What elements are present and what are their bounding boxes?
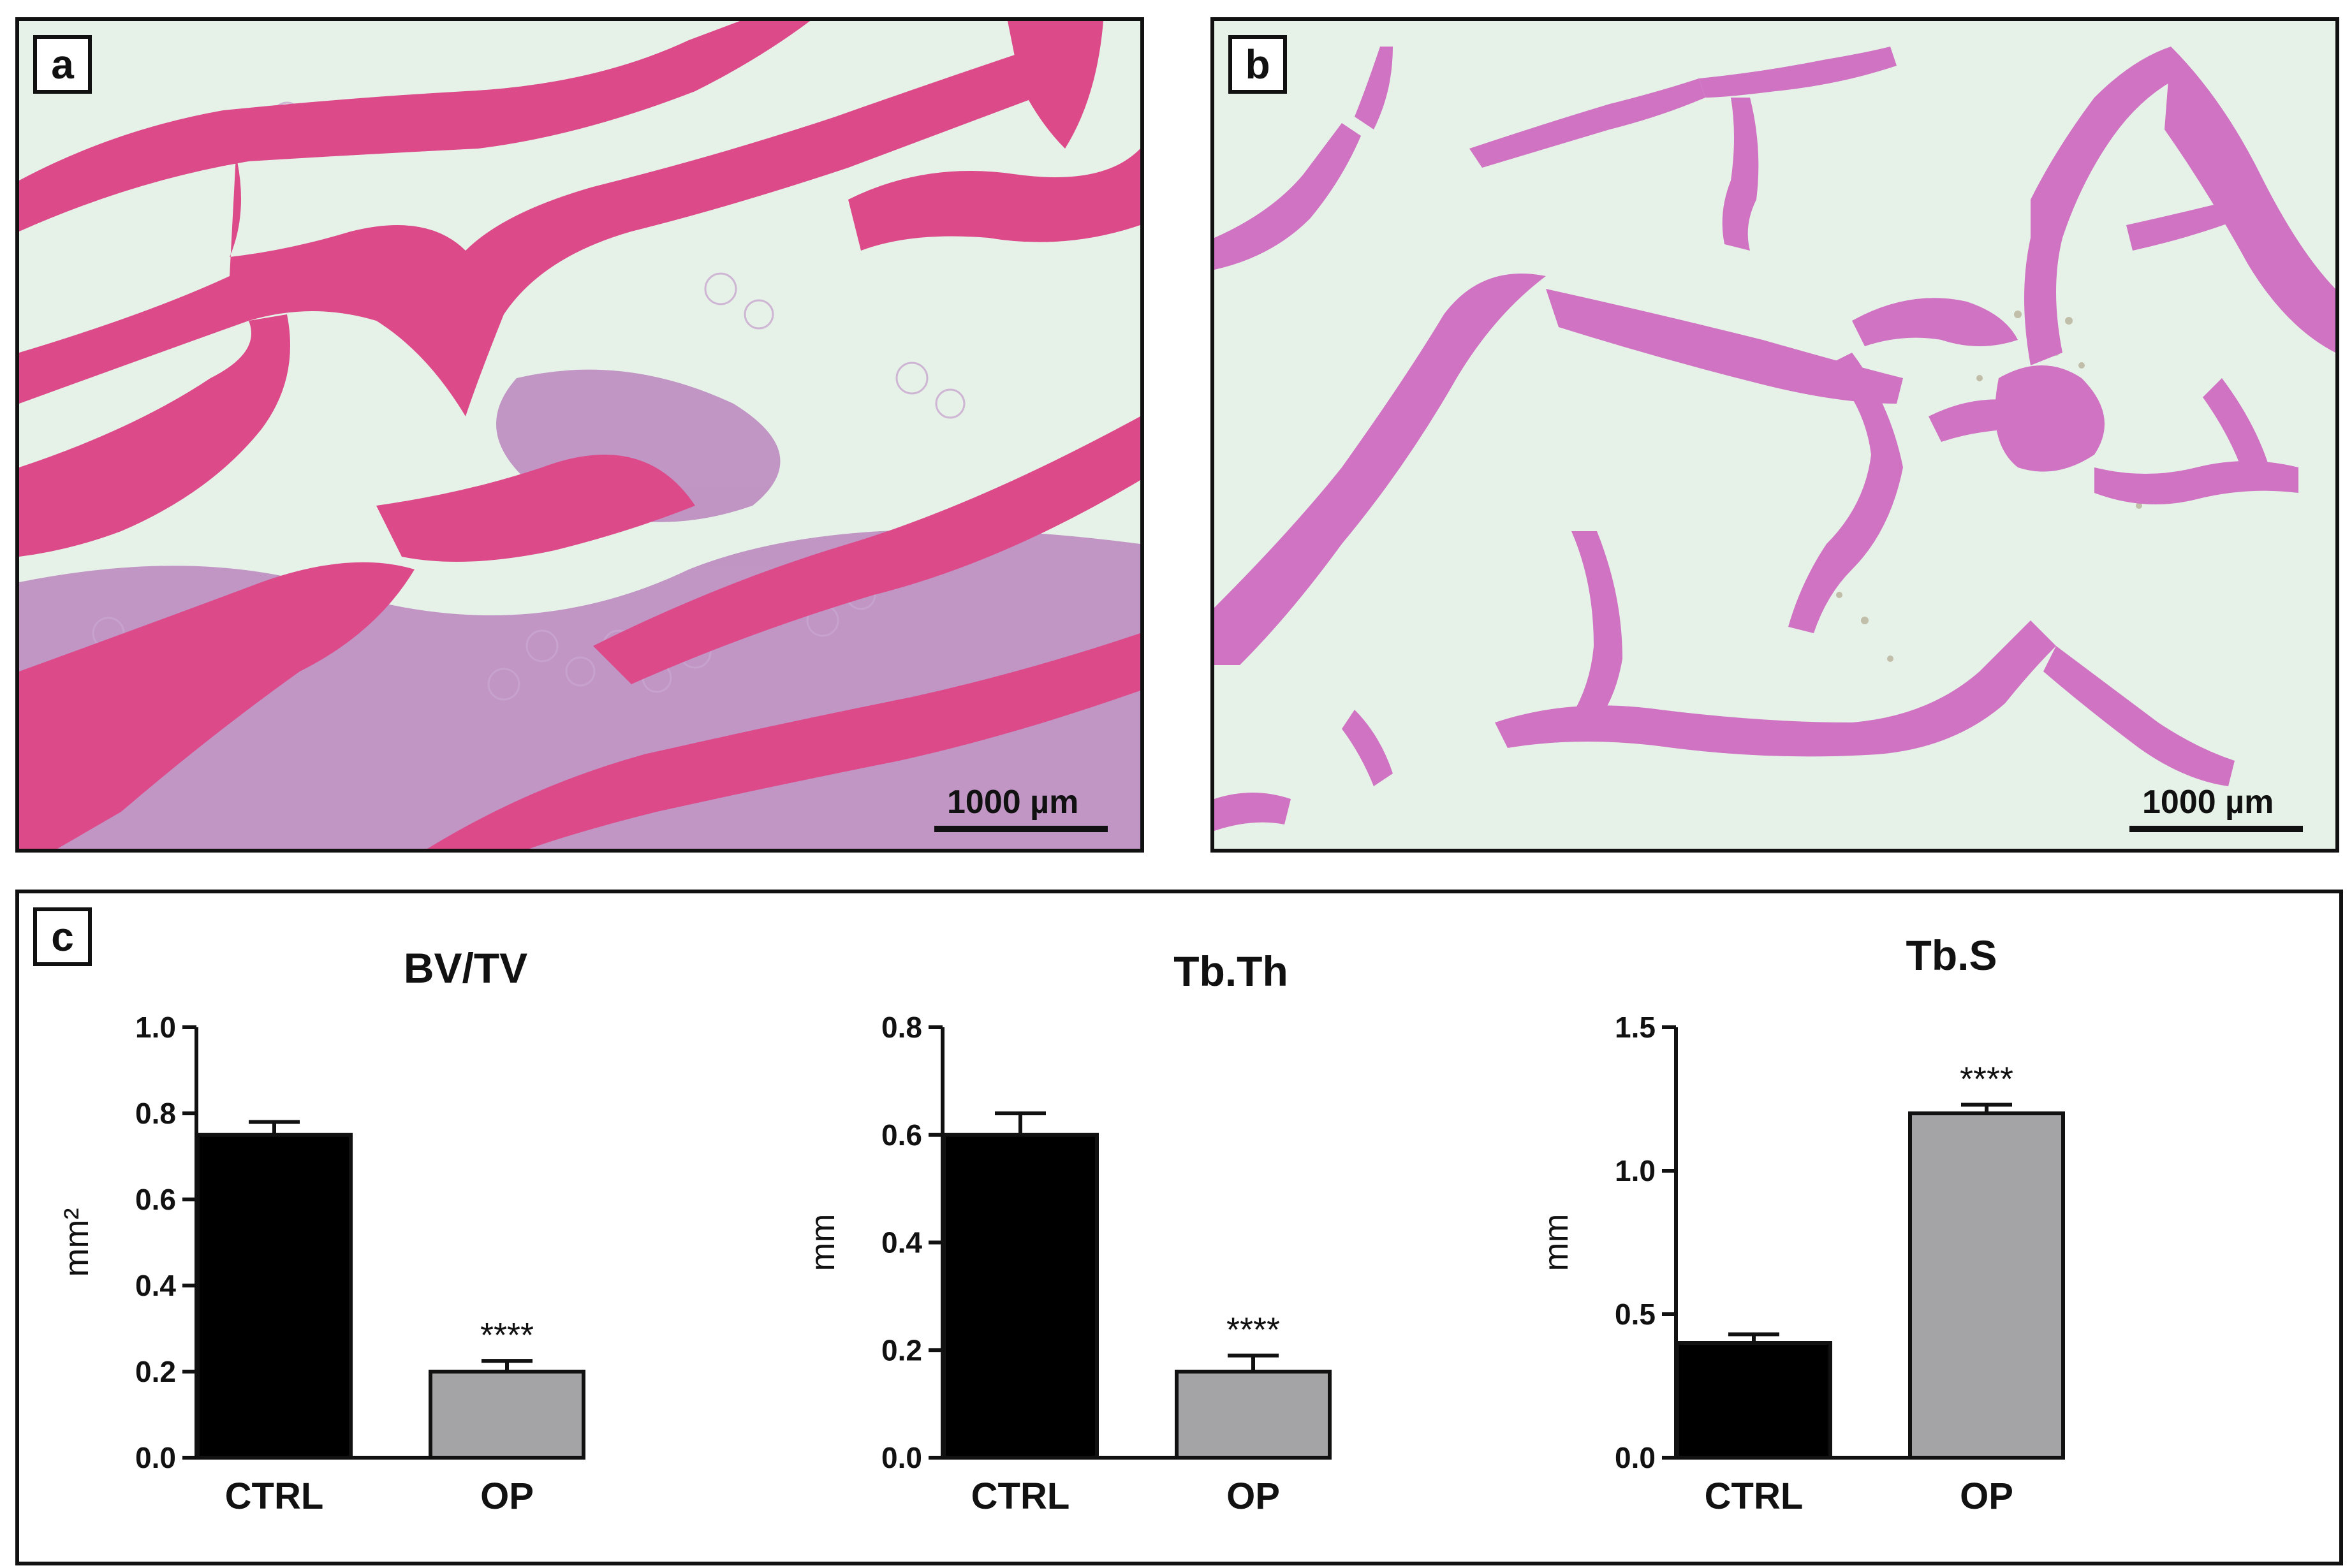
x-tick-label: OP [480,1476,534,1517]
y-tick-label: 0.4 [881,1226,922,1259]
scale-bar-b [2129,826,2303,832]
y-tick-label: 0.8 [881,1011,922,1044]
charts-panel-c: c BV/TV 0.0 0.2 0.4 0.6 0.8 1.0 mm² CTRL **** OP Tb… [15,890,2343,1565]
scale-bar-label-b: 1000 µm [2142,784,2274,821]
y-tick-label: 1.5 [1615,1011,1656,1044]
y-tick-label: 0.0 [881,1441,922,1474]
chart-title: BV/TV [404,944,527,992]
y-tick-label: 0.2 [881,1333,922,1367]
micrograph-a: a 1000 µm [15,17,1144,853]
y-tick-label: 1.0 [135,1011,176,1044]
micrograph-b-image [1214,21,2335,849]
scale-bar-label-a: 1000 µm [947,784,1079,821]
y-axis-label: mm [804,1214,842,1271]
x-tick-label: CTRL [1705,1476,1804,1517]
significance-marker: **** [1226,1311,1280,1349]
significance-marker: **** [1960,1060,2013,1099]
chart-title: Tb.S [1906,932,1997,979]
bar-ctrl [1675,1341,1832,1460]
y-tick-label: 0.0 [135,1441,176,1474]
panel-c-label: c [33,907,92,966]
panel-a-label: a [33,35,92,94]
scale-bar-a [934,826,1108,832]
y-tick-label: 0.6 [881,1118,922,1152]
panel-b-label: b [1228,35,1287,94]
y-tick-label: 1.0 [1615,1154,1656,1187]
y-tick-label: 0.4 [135,1269,176,1302]
y-axis-label: mm [1537,1214,1575,1271]
bone-trabeculae [19,21,1140,849]
bar-ctrl [942,1132,1099,1460]
bar-ctrl [196,1132,353,1460]
bar-charts: BV/TV 0.0 0.2 0.4 0.6 0.8 1.0 mm² CTRL **** OP Tb.T… [57,932,2065,1517]
bar-op [429,1370,585,1460]
bone-trabeculae-thin [1214,47,2335,831]
chart-title: Tb.Th [1173,948,1288,995]
x-tick-label: OP [1960,1476,2013,1517]
y-tick-label: 0.6 [135,1183,176,1216]
x-tick-label: OP [1226,1476,1280,1517]
x-tick-label: CTRL [971,1476,1070,1517]
micrograph-b: b 1000 µm [1210,17,2339,853]
y-tick-label: 0.0 [1615,1441,1656,1474]
bar-op [1175,1370,1332,1460]
significance-marker: **** [480,1316,534,1354]
x-tick-label: CTRL [225,1476,324,1517]
y-axis-label: mm² [57,1208,96,1277]
y-tick-label: 0.8 [135,1097,176,1130]
y-tick-label: 0.5 [1615,1298,1656,1331]
micrograph-a-image [19,21,1140,849]
y-tick-label: 0.2 [135,1355,176,1388]
bar-op [1908,1111,2065,1460]
